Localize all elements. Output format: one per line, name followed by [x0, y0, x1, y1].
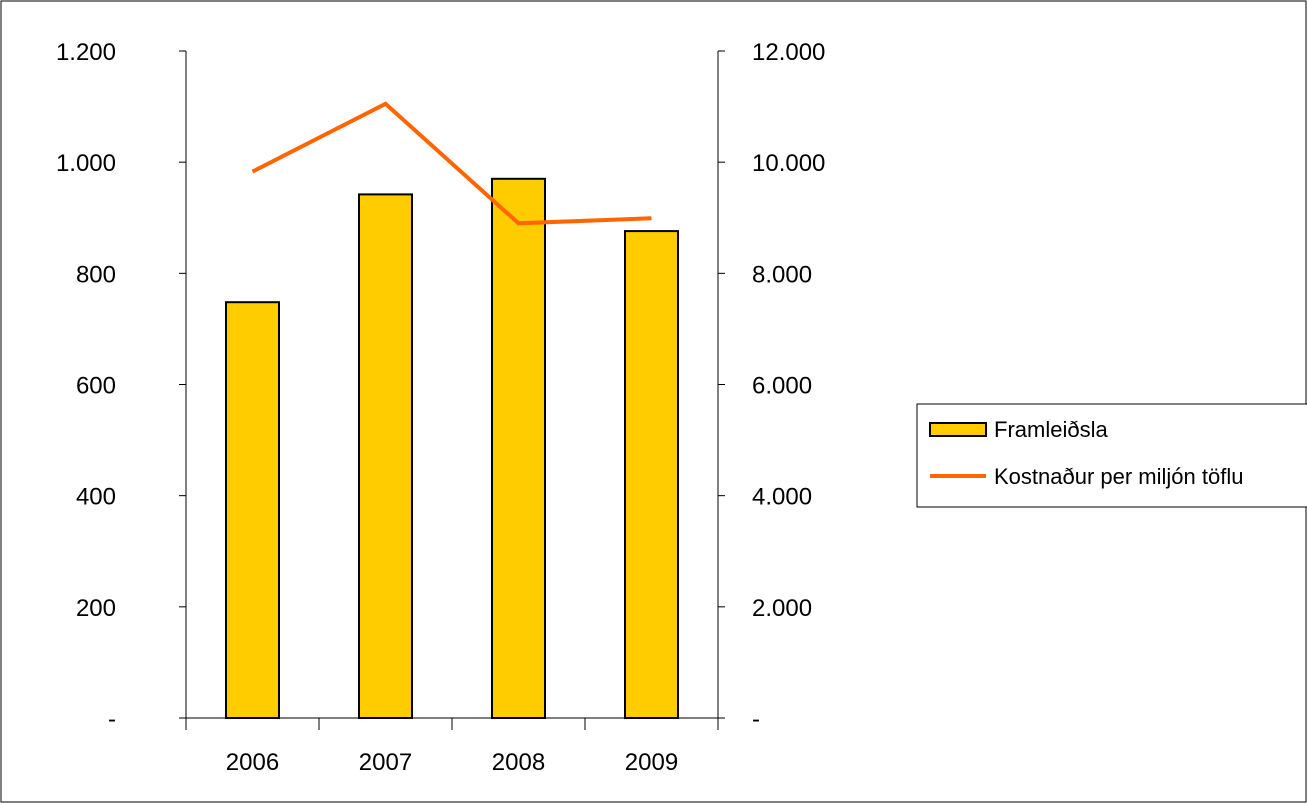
legend-bar-swatch: [929, 422, 987, 437]
line-layer: [251, 101, 652, 226]
legend-box: [916, 403, 1307, 508]
legend: Framleiðsla Kostnaður per miljón töflu: [916, 403, 1307, 508]
legend-label-cost: Kostnaður per miljón töflu: [994, 464, 1243, 489]
x-axis-tick-label: 2009: [625, 749, 678, 776]
left-axis-tick-label: 1.000: [56, 150, 116, 177]
right-axis-tick-label: 6.000: [752, 373, 812, 400]
right-axis-tick-label: 8.000: [752, 261, 812, 288]
x-axis-tick-label: 2006: [226, 749, 279, 776]
x-axis-tick-label: 2008: [492, 749, 545, 776]
cost-line: [251, 101, 652, 226]
right-axis-tick-label: -: [752, 706, 760, 733]
right-axis-tick-label: 10.000: [752, 150, 825, 177]
left-axis-tick-label: 600: [76, 373, 116, 400]
axes-layer: - 200 400 600 800 1.000 1.200 - 2.000 4.000 6.000 8…: [56, 39, 825, 776]
left-axis-tick-label: 400: [76, 484, 116, 511]
right-axis-tick-label: 4.000: [752, 484, 812, 511]
bars-layer: [225, 177, 679, 720]
left-axis-tick-label: -: [108, 706, 116, 733]
left-axis-tick-label: 800: [76, 261, 116, 288]
left-axis-tick-label: 200: [76, 595, 116, 622]
bar-2008: [491, 177, 546, 720]
legend-label-production: Framleiðsla: [994, 417, 1108, 442]
bar-2006: [225, 301, 280, 719]
x-axis-tick-label: 2007: [359, 749, 412, 776]
right-axis-tick-label: 12.000: [752, 39, 825, 66]
bar-2009: [624, 230, 679, 719]
bar-2007: [358, 193, 413, 719]
right-axis-tick-label: 2.000: [752, 595, 812, 622]
left-axis-tick-label: 1.200: [56, 39, 116, 66]
